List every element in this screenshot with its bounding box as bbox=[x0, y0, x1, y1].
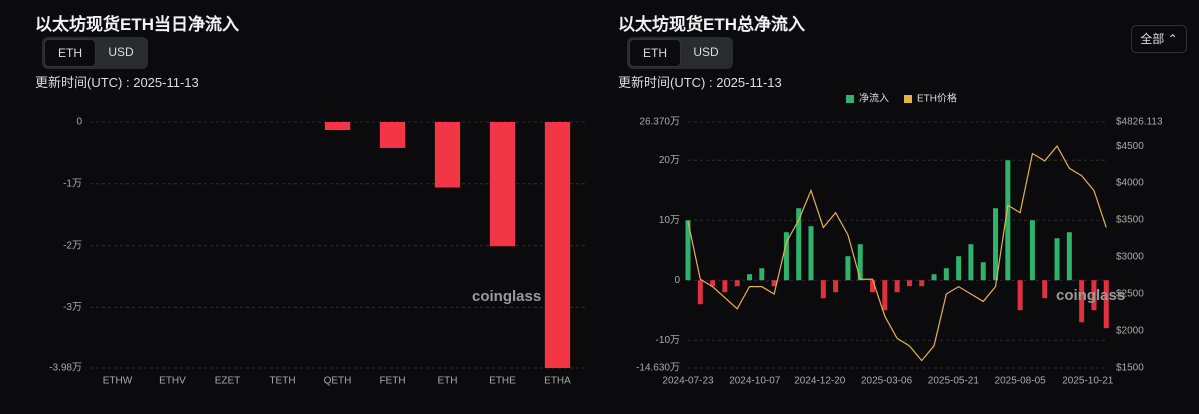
flow-bar bbox=[931, 274, 937, 281]
flow-bar bbox=[1066, 232, 1072, 281]
update-time: 更新时间(UTC) : 2025-11-13 bbox=[618, 75, 782, 90]
range-select[interactable]: 全部 ⌃ bbox=[1131, 25, 1187, 53]
x-tick-label: ETHW bbox=[103, 376, 133, 387]
y-tick-label: -3.98万 bbox=[49, 363, 82, 374]
toggle-button[interactable]: ETH bbox=[44, 39, 96, 67]
flow-bar bbox=[820, 280, 826, 299]
flow-bar bbox=[710, 280, 716, 287]
update-time: 更新时间(UTC) : 2025-11-13 bbox=[35, 75, 199, 90]
flow-bar bbox=[1091, 280, 1097, 311]
flow-bar bbox=[956, 256, 962, 281]
y-tick-label: 10万 bbox=[659, 215, 680, 226]
bar bbox=[379, 122, 406, 148]
y-tick-label: $4500 bbox=[1116, 141, 1144, 152]
y-tick-label: 0 bbox=[674, 275, 680, 286]
flow-bar bbox=[857, 244, 863, 281]
y-tick-label: 0 bbox=[76, 117, 82, 128]
y-tick-label: $4826.113 bbox=[1116, 117, 1163, 128]
y-tick-label: 26.370万 bbox=[639, 117, 680, 128]
y-tick-label: $3000 bbox=[1116, 252, 1144, 263]
flow-bar bbox=[685, 220, 691, 281]
y-tick-label: 20万 bbox=[659, 155, 680, 166]
legend-label: 净流入 bbox=[859, 92, 889, 105]
y-tick-label: -14.630万 bbox=[636, 363, 680, 374]
flow-bar bbox=[833, 280, 839, 293]
bar bbox=[434, 122, 461, 188]
flow-bar bbox=[882, 280, 888, 311]
flow-bar bbox=[1029, 220, 1035, 281]
x-tick-label: 2025-08-05 bbox=[995, 376, 1047, 387]
flow-bar bbox=[796, 208, 802, 281]
x-tick-label: 2025-03-06 bbox=[861, 376, 913, 387]
y-tick-label: -3万 bbox=[63, 302, 82, 313]
flow-bar bbox=[919, 280, 925, 287]
bar bbox=[324, 122, 351, 131]
x-tick-label: ETHE bbox=[489, 376, 516, 387]
flow-bar bbox=[943, 268, 949, 281]
flow-bar bbox=[734, 280, 740, 287]
y-tick-label: -10万 bbox=[656, 335, 680, 346]
y-tick-label: $3500 bbox=[1116, 215, 1144, 226]
flow-bar bbox=[870, 280, 876, 293]
x-tick-label: FETH bbox=[379, 376, 405, 387]
flow-bar bbox=[845, 256, 851, 281]
flow-bar bbox=[697, 280, 703, 305]
y-tick-label: $1500 bbox=[1116, 363, 1144, 374]
flow-bar bbox=[1005, 160, 1011, 281]
x-tick-label: ETH bbox=[438, 376, 458, 387]
flow-bar bbox=[808, 226, 814, 281]
x-tick-label: 2025-10-21 bbox=[1062, 376, 1114, 387]
unit-toggle: ETH USD bbox=[42, 37, 148, 69]
watermark: coinglass bbox=[472, 288, 541, 305]
chart-title: 以太坊现货ETH总净流入 bbox=[618, 15, 805, 34]
flow-bar bbox=[906, 280, 912, 287]
bar bbox=[544, 122, 571, 368]
flow-bar bbox=[783, 232, 789, 281]
flow-bar bbox=[980, 262, 986, 281]
x-tick-label: 2025-05-21 bbox=[928, 376, 980, 387]
x-tick-label: TETH bbox=[269, 376, 295, 387]
x-tick-label: QETH bbox=[324, 376, 352, 387]
x-tick-label: EZET bbox=[215, 376, 241, 387]
flow-bar bbox=[1079, 280, 1085, 323]
x-tick-label: 2024-10-07 bbox=[729, 376, 781, 387]
bar bbox=[489, 122, 516, 247]
flow-bar bbox=[1054, 238, 1060, 281]
y-tick-label: -2万 bbox=[63, 240, 82, 251]
flow-bar bbox=[771, 280, 777, 287]
price-line bbox=[687, 145, 1107, 362]
legend-swatch bbox=[904, 95, 912, 103]
y-tick-label: $4000 bbox=[1116, 178, 1144, 189]
chart-title: 以太坊现货ETH当日净流入 bbox=[35, 15, 239, 34]
unit-toggle: ETH USD bbox=[627, 37, 733, 69]
legend-swatch bbox=[846, 95, 854, 103]
x-tick-label: 2024-12-20 bbox=[794, 376, 846, 387]
y-tick-label: -1万 bbox=[63, 178, 82, 189]
flow-bar bbox=[759, 268, 765, 281]
flow-bar bbox=[722, 280, 728, 293]
flow-bar bbox=[968, 244, 974, 281]
flow-bar bbox=[1103, 280, 1109, 329]
legend-label: ETH价格 bbox=[917, 92, 957, 105]
toggle-button[interactable]: USD bbox=[693, 45, 719, 59]
range-label: 全部 bbox=[1140, 32, 1165, 46]
x-tick-label: ETHV bbox=[159, 376, 186, 387]
flow-bar bbox=[993, 208, 999, 281]
flow-bar bbox=[1042, 280, 1048, 299]
flow-bar bbox=[894, 280, 900, 293]
toggle-button[interactable]: ETH bbox=[629, 39, 681, 67]
y-tick-label: $2500 bbox=[1116, 289, 1144, 300]
x-tick-label: ETHA bbox=[544, 376, 571, 387]
flow-bar bbox=[1017, 280, 1023, 311]
flow-bar bbox=[747, 274, 753, 281]
watermark: coinglass bbox=[1056, 287, 1125, 304]
y-tick-label: $2000 bbox=[1116, 326, 1144, 337]
toggle-button[interactable]: USD bbox=[108, 45, 134, 59]
x-tick-label: 2024-07-23 bbox=[662, 376, 714, 387]
